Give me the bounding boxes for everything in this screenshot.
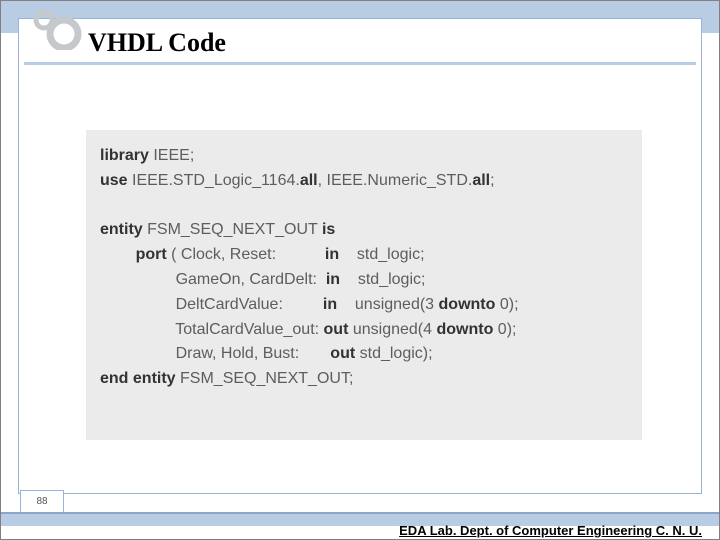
code-line: end entity FSM_SEQ_NEXT_OUT; — [100, 367, 628, 392]
code-line: TotalCardValue_out: out unsigned(4 downt… — [100, 318, 628, 343]
logo-bullet — [28, 10, 82, 50]
code-line: GameOn, CardDelt: in std_logic; — [100, 268, 628, 293]
page-number: 88 — [20, 490, 64, 512]
code-line — [100, 194, 628, 219]
code-line: Draw, Hold, Bust: out std_logic); — [100, 342, 628, 367]
code-line: DeltCardValue: in unsigned(3 downto 0); — [100, 293, 628, 318]
code-line: entity FSM_SEQ_NEXT_OUT is — [100, 218, 628, 243]
code-line: port ( Clock, Reset: in std_logic; — [100, 243, 628, 268]
footer-text: EDA Lab. Dept. of Computer Engineering C… — [399, 523, 702, 538]
slide-title: VHDL Code — [88, 28, 226, 58]
code-line: use IEEE.STD_Logic_1164.all, IEEE.Numeri… — [100, 169, 628, 194]
title-underline — [24, 62, 696, 65]
code-line: library IEEE; — [100, 144, 628, 169]
vhdl-code-block: library IEEE;use IEEE.STD_Logic_1164.all… — [86, 130, 642, 440]
